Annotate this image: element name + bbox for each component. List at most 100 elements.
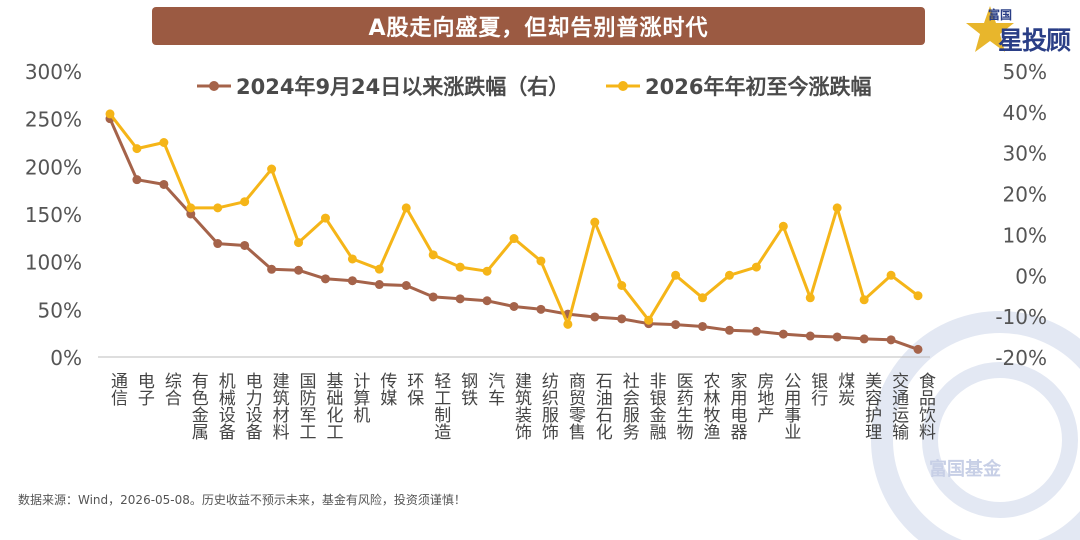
x-tick-label: 通信 [107, 372, 128, 406]
data-point [132, 144, 142, 154]
data-point [482, 266, 492, 276]
x-tick-label: 银行 [807, 372, 828, 407]
x-tick-label: 公用事业 [780, 372, 801, 440]
left-tick-label: 250% [25, 108, 82, 132]
data-point [751, 326, 761, 336]
x-tick-label: 钢铁 [457, 372, 478, 406]
legend-label: 2026年年初至今涨跌幅 [645, 75, 871, 99]
data-point [859, 334, 869, 344]
data-point [751, 262, 761, 272]
data-point [671, 320, 681, 330]
data-point [401, 203, 411, 213]
data-point [105, 109, 115, 119]
x-tick-label: 环保 [403, 372, 424, 406]
right-tick-label: 10% [1003, 223, 1047, 247]
brand-small-text: 富国 [988, 8, 1013, 22]
data-point [240, 197, 250, 207]
left-tick-label: 200% [25, 155, 82, 179]
x-tick-label: 基础化工 [322, 372, 343, 440]
left-tick-label: 100% [25, 251, 82, 275]
data-point [805, 293, 815, 303]
data-point [294, 265, 304, 275]
data-point [698, 293, 708, 303]
brand-big-text: 星投顾 [998, 26, 1071, 55]
data-point [563, 319, 573, 329]
x-tick-label: 国防军工 [296, 372, 317, 440]
line-chart: 0% 50% 100% 150% 200% 250% 300% -20% -10% 0% 10% 2… [25, 60, 1047, 441]
x-tick-label: 计算机 [349, 372, 370, 423]
data-point [886, 270, 896, 280]
right-tick-label: -20% [995, 346, 1047, 370]
x-tick-label: 房地产 [753, 372, 774, 423]
data-point [159, 138, 169, 147]
data-source-footnote: 数据来源：Wind，2026-05-08。历史收益不预示未来，基金有风险，投资须… [18, 493, 466, 507]
data-point [320, 213, 330, 223]
data-point [859, 295, 869, 305]
data-point [294, 238, 304, 248]
watermark-logo-icon [871, 311, 1080, 540]
right-tick-label: 20% [1003, 183, 1047, 207]
x-tick-label: 交通运输 [888, 372, 909, 441]
data-point [347, 276, 357, 286]
x-tick-label: 综合 [161, 372, 182, 406]
right-tick-label: 50% [1003, 60, 1047, 84]
data-point [509, 301, 519, 311]
right-tick-label: 0% [1015, 264, 1047, 288]
x-tick-label: 建筑材料 [269, 372, 290, 440]
x-tick-label: 纺织服饰 [538, 372, 559, 440]
x-tick-label: 农林牧渔 [700, 372, 721, 440]
data-point [536, 256, 546, 266]
data-point [778, 329, 788, 339]
data-point [213, 239, 223, 249]
legend-label: 2024年9月24日以来涨跌幅（右） [236, 75, 569, 99]
x-tick-label: 汽车 [484, 372, 505, 406]
data-point [374, 264, 384, 274]
data-point [590, 217, 600, 227]
x-tick-label: 美容护理 [861, 372, 882, 440]
data-point [455, 294, 465, 304]
x-tick-label: 商贸零售 [565, 372, 586, 440]
data-point [267, 264, 277, 274]
legend-marker [618, 81, 628, 91]
data-point [724, 270, 734, 280]
legend: 2024年9月24日以来涨跌幅（右） 2026年年初至今涨跌幅 [197, 75, 871, 99]
x-tick-label: 轻工制造 [430, 372, 451, 440]
data-point [913, 291, 923, 301]
data-point [724, 325, 734, 335]
x-tick-label: 医药生物 [673, 372, 694, 440]
brand-logo: 富国 星投顾 [964, 4, 1074, 56]
data-point [590, 312, 600, 322]
data-point [617, 281, 627, 290]
data-point [617, 314, 627, 324]
data-point [428, 250, 438, 260]
watermark-text: 富国基金 [929, 459, 1001, 480]
x-tick-label: 食品饮料 [915, 372, 936, 440]
data-point [320, 274, 330, 284]
data-point [778, 221, 788, 231]
x-tick-label: 电力设备 [242, 372, 263, 440]
right-tick-label: 40% [1003, 101, 1047, 125]
x-tick-label: 煤炭 [834, 372, 855, 406]
data-point [509, 234, 519, 244]
data-point [698, 321, 708, 331]
data-point [482, 296, 492, 306]
x-tick-label: 非银金融 [646, 372, 667, 441]
x-tick-label: 机械设备 [215, 372, 236, 440]
data-point [132, 175, 142, 185]
legend-marker [209, 81, 219, 91]
x-tick-label: 社会服务 [619, 372, 640, 440]
data-point [832, 203, 842, 213]
data-point [671, 270, 681, 280]
series-layer [105, 109, 923, 354]
series-line-1 [108, 112, 919, 326]
left-tick-label: 150% [25, 203, 82, 227]
data-point [401, 281, 411, 290]
x-tick-label: 石油石化 [592, 372, 613, 440]
x-axis-labels: 通信 电子 综合 有色金属 机械设备 电力设备 建筑材料 国防军工 基础化工 计算机 传媒 环保 轻工制… [107, 372, 936, 441]
data-point [805, 331, 815, 341]
left-tick-label: 0% [50, 346, 82, 370]
data-point [374, 280, 384, 290]
left-tick-label: 50% [38, 298, 82, 322]
data-point [240, 240, 250, 250]
data-point [428, 292, 438, 302]
